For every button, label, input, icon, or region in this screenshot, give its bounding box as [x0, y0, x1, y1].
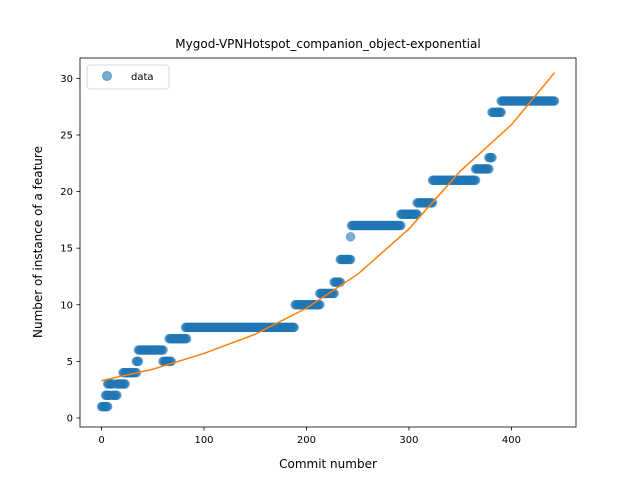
legend-label: data	[131, 72, 154, 83]
legend-box	[86, 64, 170, 90]
y-tick-label: 20	[60, 187, 73, 198]
y-axis-label: Number of instance of a feature	[31, 146, 45, 338]
data-point	[345, 232, 356, 242]
legend-marker	[102, 71, 112, 81]
chart-axes: 0 100 200 300 400 0 5 10 15 20 25 30	[60, 57, 577, 446]
data-point	[484, 164, 494, 174]
y-tick-label: 0	[67, 413, 73, 424]
x-axis-label: Commit number	[279, 457, 377, 471]
x-tick-label: 100	[194, 435, 213, 446]
data-point	[487, 152, 497, 163]
data-point	[315, 300, 325, 310]
data-point	[470, 175, 481, 185]
data-point	[549, 96, 560, 106]
legend: data	[86, 64, 170, 90]
data-point	[345, 254, 356, 265]
fit-line	[101, 72, 556, 382]
y-tick-label: 5	[67, 357, 73, 368]
plot-frame	[79, 57, 577, 428]
data-point	[112, 390, 122, 401]
data-point	[133, 356, 144, 367]
data-point	[120, 379, 130, 389]
y-tick-label: 15	[60, 244, 73, 255]
data-point	[289, 322, 299, 333]
data-point	[102, 401, 113, 412]
x-tick-label: 400	[502, 435, 521, 446]
chart-marks	[96, 72, 560, 412]
y-tick-label: 10	[60, 300, 73, 311]
x-tick-label: 300	[399, 435, 418, 446]
data-point	[158, 345, 168, 355]
data-point	[181, 333, 192, 344]
chart-title: Mygod-VPNHotspot_companion_object-expone…	[175, 37, 480, 51]
x-tick-label: 200	[297, 435, 316, 446]
data-point	[396, 220, 406, 231]
data-point	[496, 107, 506, 118]
data-point	[412, 209, 422, 219]
x-tick-label: 0	[98, 435, 104, 446]
y-tick-label: 30	[60, 74, 73, 85]
y-tick-label: 25	[60, 130, 73, 141]
